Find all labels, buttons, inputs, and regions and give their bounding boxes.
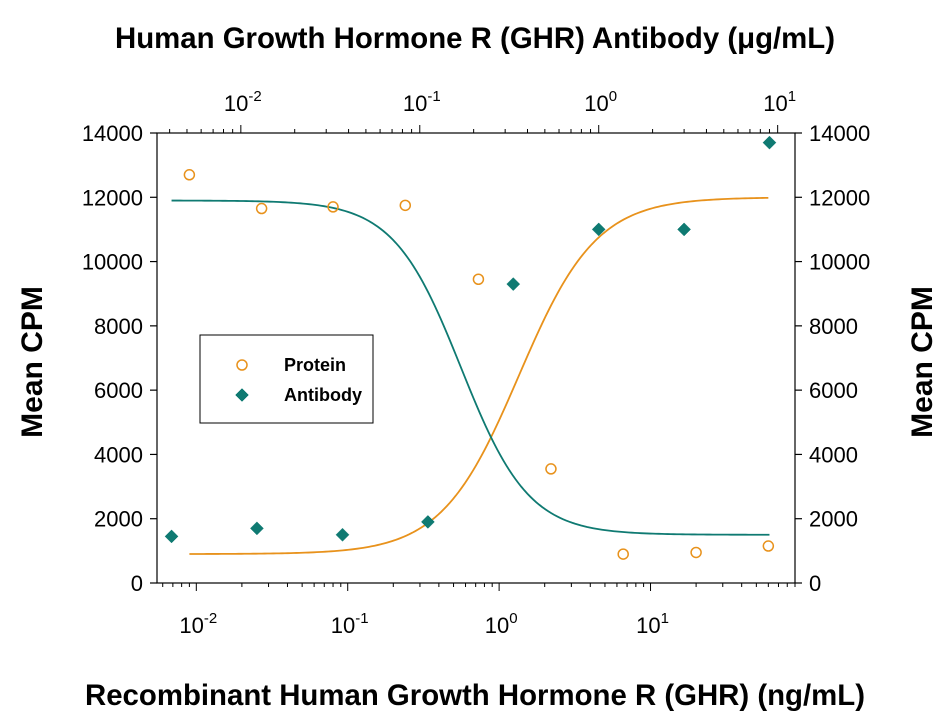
x-top-tick-label: 10-2 <box>224 88 262 116</box>
y-tick-label-right: 10000 <box>809 250 870 275</box>
legend-box <box>199 334 374 424</box>
legend-marker-antibody <box>235 388 249 402</box>
protein-data-point <box>472 273 485 285</box>
y-tick-label-right: 8000 <box>809 314 858 339</box>
legend-label-protein: Protein <box>284 355 346 375</box>
y-tick-label-right: 0 <box>809 571 821 596</box>
y-tick-label-left: 8000 <box>94 314 143 339</box>
axes: 0 0 2000 2000 4000 4000 6000 6000 8000 8000 10000 1… <box>82 88 870 638</box>
y-tick-label-left: 2000 <box>94 507 143 532</box>
protein-fit-curve <box>189 196 769 555</box>
y-axis-label-left: Mean CPM <box>16 286 49 438</box>
antibody-data-point <box>421 515 435 529</box>
antibody-data-point <box>591 222 606 237</box>
y-tick-label-left: 10000 <box>82 250 143 275</box>
y-tick-label-right: 14000 <box>809 121 870 146</box>
chart-title: Human Growth Hormone R (GHR) Antibody (μ… <box>115 22 835 55</box>
y-tick-label-left: 6000 <box>94 378 143 403</box>
protein-data-point <box>255 202 268 215</box>
protein-data-point <box>617 548 629 560</box>
x-top-tick-label: 100 <box>584 88 617 116</box>
legend: Protein Antibody <box>199 334 374 424</box>
y-tick-label-right: 2000 <box>809 507 858 532</box>
y-tick-label-right: 12000 <box>809 185 870 210</box>
y-axis-label-right: Mean CPM <box>906 286 939 438</box>
protein-data-point <box>183 169 196 181</box>
antibody-data-point <box>677 222 691 237</box>
antibody-data-point <box>250 521 264 536</box>
y-tick-label-left: 12000 <box>82 185 143 210</box>
y-tick-label-left: 0 <box>131 571 143 596</box>
x-bottom-tick-label: 101 <box>636 610 669 638</box>
x-top-tick-label: 101 <box>763 88 796 116</box>
protein-data-point <box>399 199 412 212</box>
legend-label-antibody: Antibody <box>284 385 362 405</box>
protein-data-point <box>327 201 339 213</box>
y-tick-label-left: 14000 <box>82 121 143 146</box>
x-bottom-tick-label: 10-1 <box>331 610 369 638</box>
fit-curves <box>171 196 770 555</box>
protein-data-point <box>762 540 775 552</box>
data-points <box>164 135 777 560</box>
legend-marker-protein <box>236 359 248 371</box>
protein-data-point <box>690 546 702 559</box>
x-bottom-tick-label: 100 <box>485 610 518 638</box>
y-tick-label-left: 4000 <box>94 442 143 467</box>
antibody-data-point <box>164 529 179 544</box>
x-axis-label: Recombinant Human Growth Hormone R (GHR)… <box>85 679 865 712</box>
antibody-data-point <box>762 135 777 150</box>
antibody-fit-curve <box>171 199 770 536</box>
antibody-data-point <box>506 277 521 291</box>
x-top-tick-label: 10-1 <box>403 88 441 116</box>
protein-data-point <box>545 463 557 475</box>
y-tick-label-right: 4000 <box>809 442 858 467</box>
antibody-data-point <box>335 527 350 542</box>
x-bottom-tick-label: 10-2 <box>179 610 217 638</box>
y-tick-label-right: 6000 <box>809 378 858 403</box>
